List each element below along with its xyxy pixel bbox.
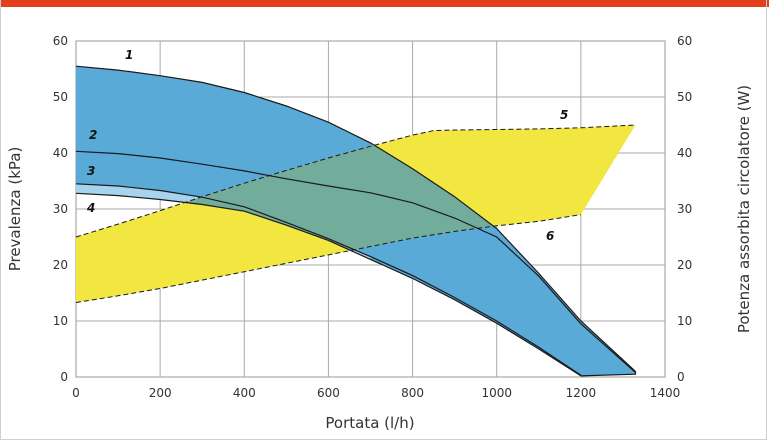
ticks: 0 200 400 600 800 1000 1200 1400010203040506001… [53, 34, 693, 400]
y-tick-label: 0 [60, 370, 68, 384]
y2-axis-title: Potenza assorbita circolatore (W) [735, 85, 753, 333]
x-tick-label: 600 [317, 386, 340, 400]
y2-tick-label: 60 [677, 34, 692, 48]
series-line-6 [75, 214, 581, 303]
head-band-bottom-edge [580, 371, 637, 377]
x-tick-label: 800 [401, 386, 424, 400]
curve-label-2: 2 [89, 128, 97, 142]
y-tick-label: 10 [53, 314, 68, 328]
y-tick-label: 20 [53, 258, 68, 272]
light-band-area [76, 183, 371, 260]
areas [76, 66, 636, 376]
y2-tick-label: 30 [677, 202, 692, 216]
x-tick-label: 400 [233, 386, 256, 400]
series-line-2 [75, 150, 636, 373]
top-accent-bar [0, 0, 769, 7]
series-line-4 [75, 192, 582, 377]
series-line-5 [75, 124, 636, 238]
x-tick-label: 1400 [650, 386, 681, 400]
y2-tick-label: 10 [677, 314, 692, 328]
series-line-1 [75, 65, 636, 372]
y-tick-label: 50 [53, 90, 68, 104]
series-line-3 [75, 183, 582, 376]
y-tick-label: 60 [53, 34, 68, 48]
y-tick-label: 40 [53, 146, 68, 160]
x-tick-label: 200 [149, 386, 172, 400]
y2-tick-label: 0 [677, 370, 685, 384]
x-tick-label: 1000 [481, 386, 512, 400]
curve-label-3: 3 [87, 164, 95, 178]
x-tick-label: 1200 [566, 386, 597, 400]
y2-tick-label: 50 [677, 90, 692, 104]
curve-labels: 1 2 3 4 5 6 [86, 48, 568, 243]
curve-label-5: 5 [560, 108, 568, 122]
y2-tick-label: 40 [677, 146, 692, 160]
curve-label-4: 4 [86, 201, 95, 215]
x-axis-title: Portata (l/h) [325, 414, 414, 432]
curve-label-6: 6 [546, 229, 554, 243]
y2-tick-label: 20 [677, 258, 692, 272]
y-axis-title: Prevalenza (kPa) [6, 147, 24, 272]
x-tick-label: 0 [72, 386, 80, 400]
y-tick-label: 30 [53, 202, 68, 216]
curve-label-1: 1 [125, 48, 133, 62]
series-lines [75, 65, 637, 377]
